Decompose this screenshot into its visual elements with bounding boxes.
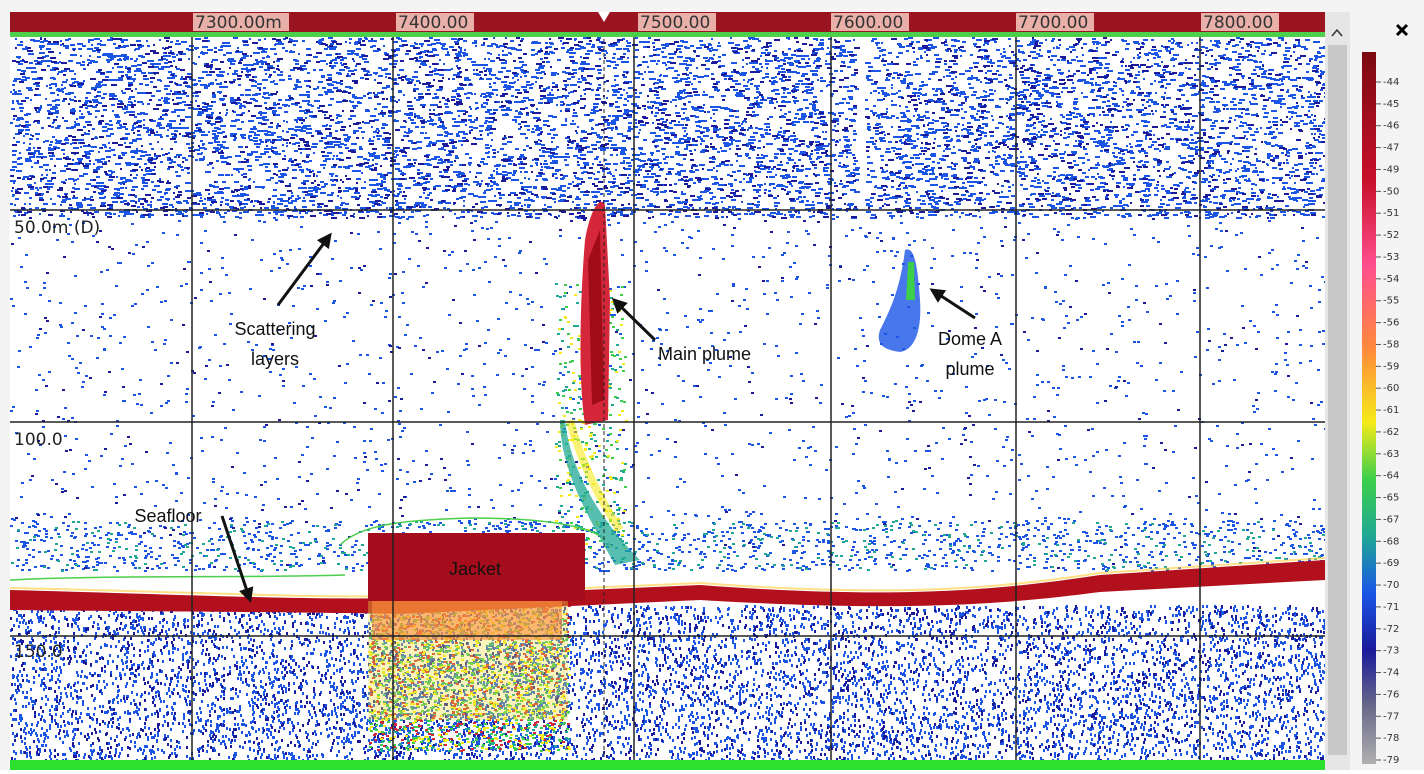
scale-label: -78 <box>1383 733 1399 744</box>
cursor-marker <box>598 12 610 22</box>
ruler-label: 7700.00 <box>1018 13 1088 33</box>
annotation-arrow <box>929 288 976 320</box>
scale-label: -51 <box>1383 208 1399 219</box>
scale-label: -58 <box>1383 339 1399 350</box>
scale-label: -54 <box>1383 274 1399 285</box>
annotation-arrow <box>611 297 657 342</box>
scale-label: -46 <box>1383 121 1399 132</box>
scale-label: -69 <box>1383 558 1399 569</box>
scale-label: -77 <box>1383 711 1399 722</box>
plume-core <box>566 419 624 533</box>
scale-label: -61 <box>1383 405 1399 416</box>
scrollbar-thumb[interactable] <box>1328 45 1347 755</box>
seafloor <box>10 560 1325 614</box>
scale-label: -71 <box>1383 602 1399 613</box>
scale-label: -44 <box>1383 77 1399 88</box>
scale-label: -64 <box>1383 471 1399 482</box>
plume-lower <box>560 420 640 565</box>
annotation: plume <box>945 359 994 379</box>
annotation-arrow <box>276 232 332 306</box>
scale-label: -65 <box>1383 493 1399 504</box>
jacket <box>368 533 585 601</box>
scale-label: -45 <box>1383 99 1399 110</box>
jacket-outline <box>339 517 606 546</box>
scale-label: -49 <box>1383 164 1399 175</box>
ruler-label: 7300.00m <box>195 13 282 33</box>
color-scale-bar <box>1362 52 1376 764</box>
scale-label: -60 <box>1383 383 1399 394</box>
scale-label: -67 <box>1383 514 1399 525</box>
scale-label: -56 <box>1383 318 1399 329</box>
scale-label: -62 <box>1383 427 1399 438</box>
annotation: Scattering <box>234 319 315 339</box>
bottom-line <box>10 574 346 581</box>
close-icon <box>1395 23 1409 37</box>
labels: 7300.00m 7400.00 7500.00 7600.00 7700.00 7800… <box>14 13 1399 766</box>
annotation: layers <box>251 349 299 369</box>
scale-label: -63 <box>1383 449 1399 460</box>
grid <box>10 32 1325 760</box>
scale-label: -68 <box>1383 536 1399 547</box>
close-button[interactable] <box>1395 23 1409 37</box>
scale-label: -47 <box>1383 143 1399 154</box>
ruler-label-bg <box>193 13 289 31</box>
echo-dots <box>369 284 627 752</box>
main-plume-core <box>588 230 604 405</box>
ruler-label-bg <box>1201 13 1279 31</box>
scale-label: -76 <box>1383 689 1399 700</box>
ruler-label: 7400.00 <box>398 13 468 33</box>
annotation: Dome A <box>938 329 1002 349</box>
ruler-label-bg <box>1016 13 1094 31</box>
features <box>10 201 1325 720</box>
depth-label: 100.0 <box>14 430 63 450</box>
scroll-up-button[interactable] <box>1331 28 1343 37</box>
scale-label: -72 <box>1383 624 1399 635</box>
scale-label: -59 <box>1383 361 1399 372</box>
status-bar <box>10 760 1325 770</box>
scale-label: -52 <box>1383 230 1399 241</box>
annotation: Seafloor <box>134 506 201 526</box>
annotation: Main plume <box>658 344 751 364</box>
scale-label: -74 <box>1383 668 1399 679</box>
seafloor-edge <box>10 557 1325 598</box>
ruler-label-bg <box>831 13 909 31</box>
ruler-label-bg <box>396 13 474 31</box>
ruler-label: 7500.00 <box>640 13 710 33</box>
annotation-arrow <box>220 515 254 603</box>
ruler-label-bg <box>638 13 716 31</box>
depth-label: 50.0m (D) <box>14 218 100 238</box>
dome-a-plume-core <box>906 262 915 300</box>
ruler-label: 7800.00 <box>1203 13 1273 33</box>
scale-label: -70 <box>1383 580 1399 591</box>
ruler-label: 7600.00 <box>833 13 903 33</box>
scale-label: -73 <box>1383 646 1399 657</box>
scale-label: -50 <box>1383 186 1399 197</box>
annotation: Jacket <box>449 559 501 579</box>
surface-line <box>10 32 1325 37</box>
echo-returns <box>10 37 1325 760</box>
depth-label: 150.0 <box>14 642 63 662</box>
scale-label: -55 <box>1383 296 1399 307</box>
scale-label: -53 <box>1383 252 1399 263</box>
scale-label: -79 <box>1383 755 1399 766</box>
echo-dots <box>368 601 571 752</box>
